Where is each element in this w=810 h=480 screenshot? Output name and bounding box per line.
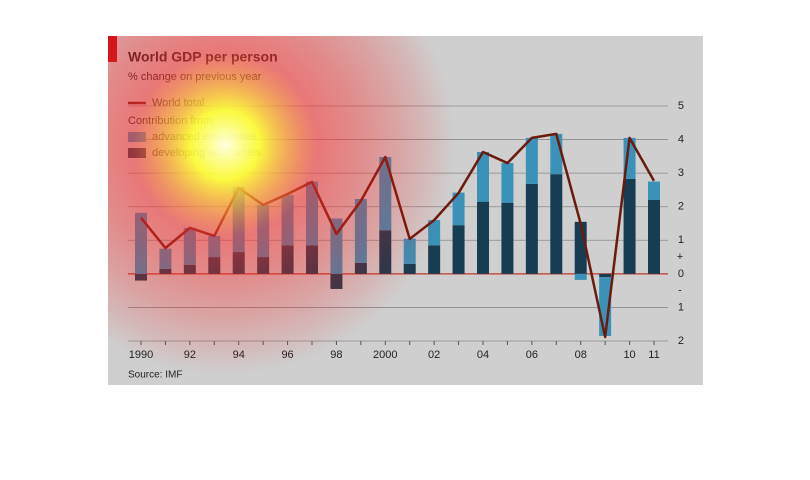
bar — [208, 257, 221, 274]
bar — [501, 202, 514, 274]
x-tick-label: 96 — [281, 349, 293, 361]
sign-label: - — [678, 285, 682, 297]
y-tick-label: 1 — [678, 301, 684, 313]
bar — [403, 238, 416, 264]
x-tick-label: 10 — [623, 349, 635, 361]
sign-label: + — [677, 251, 683, 263]
bar — [281, 194, 294, 246]
x-tick-label: 04 — [477, 349, 489, 361]
bar — [257, 205, 270, 258]
x-tick-label: 06 — [526, 349, 538, 361]
x-tick-label: 92 — [184, 349, 196, 361]
legend-label: World total — [152, 97, 204, 109]
bar — [330, 273, 343, 289]
bar — [525, 137, 538, 184]
bar — [232, 252, 245, 274]
legend-label: developing economies — [152, 147, 262, 159]
y-tick-label: 2 — [678, 201, 684, 213]
bar — [574, 273, 587, 280]
bar — [623, 178, 636, 274]
chart-subtitle: % change on previous year — [128, 71, 262, 83]
bar — [306, 245, 318, 274]
y-tick-label: 5 — [678, 100, 684, 112]
bar — [159, 268, 172, 274]
bar — [477, 201, 489, 274]
x-tick-label: 98 — [330, 349, 342, 361]
y-tick-label: 4 — [678, 133, 684, 145]
bar — [281, 245, 294, 274]
y-tick-label: 1 — [678, 234, 684, 246]
bar — [159, 248, 172, 269]
x-tick-label: 08 — [575, 349, 587, 361]
bar — [452, 225, 465, 274]
bar — [183, 264, 196, 274]
bar — [208, 235, 221, 258]
x-tick-label: 02 — [428, 349, 440, 361]
y-tick-label: 0 — [678, 268, 684, 280]
bar — [379, 230, 392, 274]
bar — [550, 174, 563, 274]
chart-title: World GDP per person — [128, 49, 278, 65]
y-tick-label: 3 — [678, 167, 684, 179]
legend-swatch — [128, 132, 146, 142]
bar — [648, 181, 660, 200]
bar — [525, 183, 538, 274]
panel — [108, 36, 703, 385]
legend-swatch — [128, 148, 146, 158]
bar — [183, 227, 196, 265]
legend-heading: Contribution from: — [128, 115, 215, 127]
source: Source: IMF — [128, 370, 182, 381]
red-tab — [108, 36, 117, 62]
bar — [257, 257, 270, 274]
bar — [501, 163, 514, 203]
bar — [354, 262, 367, 274]
legend-label: advanced economies — [152, 131, 256, 143]
y-tick-label: 2 — [678, 335, 684, 347]
bar — [648, 200, 660, 274]
bar — [599, 273, 612, 278]
x-tick-label: 11 — [648, 349, 659, 361]
bar — [135, 273, 147, 281]
x-tick-label: 1990 — [129, 349, 153, 361]
bar — [428, 245, 441, 274]
bar — [403, 263, 416, 274]
x-tick-label: 2000 — [373, 349, 397, 361]
x-tick-label: 94 — [233, 349, 245, 361]
